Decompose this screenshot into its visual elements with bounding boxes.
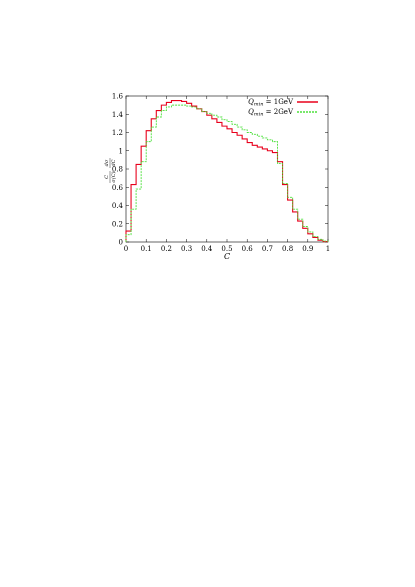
x-tick-label: 0.5 — [221, 245, 232, 253]
y-label-right-den: dC — [111, 159, 117, 166]
x-tick-label: 0.1 — [141, 245, 152, 253]
x-tick-label: 0.6 — [242, 245, 254, 253]
legend-label-2: Qmin = 2GeV — [248, 108, 294, 118]
y-tick-label: 1.6 — [112, 93, 124, 101]
y-tick-label: 0.6 — [112, 184, 124, 192]
y-tick-label: 1.4 — [112, 111, 124, 119]
y-tick-label: 0.2 — [112, 220, 123, 228]
x-tick-label: 1 — [326, 245, 330, 253]
y-label-left-num: C — [104, 175, 110, 179]
y-axis-label: C σ(C) dσ dC — [104, 158, 117, 183]
x-tick-label: 0.2 — [161, 245, 172, 253]
y-tick-label: 0 — [119, 239, 123, 247]
y-axis: 0 0.2 0.4 0.6 0.8 1 1.2 1.4 1.6 — [112, 93, 328, 247]
series-line-2 — [125, 104, 329, 242]
series-layer — [125, 100, 329, 243]
x-tick-label: 0.8 — [282, 245, 293, 253]
series-line-1 — [125, 100, 329, 243]
x-tick-label: 0.7 — [262, 245, 273, 253]
y-tick-label: 0.4 — [112, 202, 124, 210]
legend-label-1: Qmin = 1GeV — [248, 98, 294, 108]
legend-entry-1: Qmin = 1GeV — [248, 98, 318, 108]
x-axis: 0 0.1 0.2 0.3 0.4 0.5 0.6 0.7 0.8 0.9 1 — [124, 96, 330, 253]
x-tick-label: 0.9 — [302, 245, 313, 253]
y-tick-label: 0.8 — [112, 166, 123, 174]
y-tick-label: 1 — [119, 147, 123, 155]
y-label-left-den: σ(C) — [110, 171, 117, 182]
y-label-right-num: dσ — [104, 159, 110, 166]
x-tick-label: 0 — [124, 245, 128, 253]
legend: Qmin = 1GeV Qmin = 2GeV — [248, 98, 318, 118]
x-tick-label: 0.3 — [181, 245, 192, 253]
x-tick-label: 0.4 — [201, 245, 213, 253]
x-axis-label: C — [224, 252, 230, 261]
y-tick-label: 1.2 — [112, 129, 123, 137]
legend-entry-2: Qmin = 2GeV — [248, 108, 318, 118]
